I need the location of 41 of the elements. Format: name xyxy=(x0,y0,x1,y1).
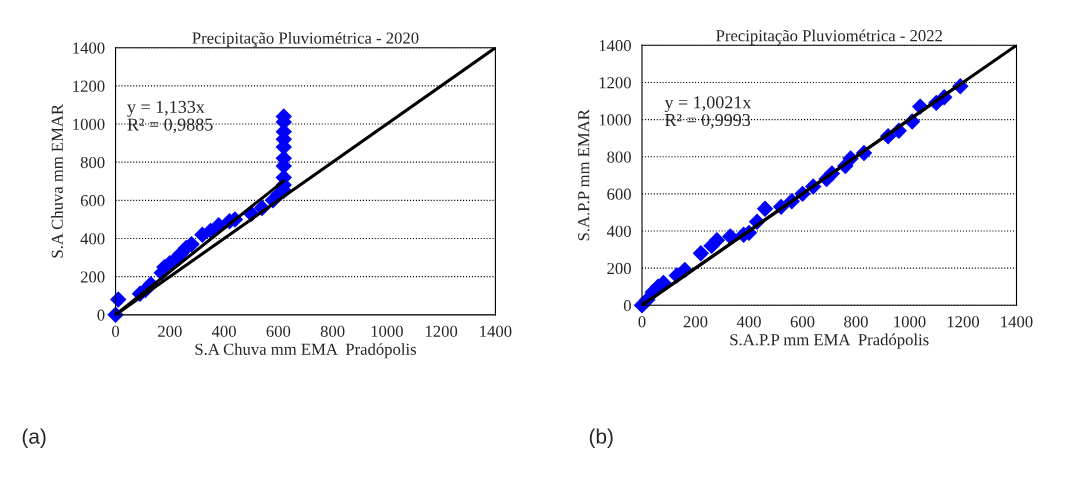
y-tick-label: 1200 xyxy=(73,80,105,92)
y-tick-label: 200 xyxy=(607,262,631,275)
annotation: y = 1,133x R² = 0,9885 xyxy=(127,100,213,134)
y-tick-label: 0 xyxy=(623,299,631,312)
y-axis-title: S.A Chuva mm EMAR xyxy=(51,103,63,258)
x-tick-label: 400 xyxy=(736,316,761,328)
y-tick-label: 400 xyxy=(606,225,631,237)
x-tick-label: 600 xyxy=(790,316,815,328)
x-tick-label: 0 xyxy=(112,325,120,337)
x-tick-label: 1000 xyxy=(371,325,403,337)
y-axis-title: S.A.P.P mm EMAR xyxy=(578,109,590,241)
y-tick-label: 1000 xyxy=(599,114,631,126)
y-tick-label: 600 xyxy=(607,188,631,200)
x-tick-label: 1400 xyxy=(480,325,512,337)
chart-title: Precipitação Pluviométrica - 2020 xyxy=(192,31,419,48)
y-tick-label: 800 xyxy=(607,151,631,163)
y-tick-label: 600 xyxy=(80,195,105,207)
y-tick-label: 1400 xyxy=(73,42,105,54)
x-tick-label: 800 xyxy=(844,316,868,328)
x-tick-label: 200 xyxy=(683,316,708,328)
chart-title: Precipitação Pluviométrica - 2022 xyxy=(716,29,942,45)
x-tick-label: 400 xyxy=(211,325,236,337)
x-tick-label: 0 xyxy=(638,316,646,328)
text: (a) xyxy=(22,428,46,448)
y-tick-label: 200 xyxy=(80,271,105,283)
annotation: y = 1,0021x R² = 0,9993 xyxy=(664,96,752,129)
text: (b) xyxy=(589,428,613,448)
x-axis-title: S.A.P.P mm EMA Pradópolis xyxy=(730,333,929,349)
y-tick-label: 1200 xyxy=(599,77,631,89)
y-tick-label: 800 xyxy=(80,156,105,169)
x-axis-title: S.A Chuva mm EMA Pradópolis xyxy=(195,343,417,359)
x-tick-label: 600 xyxy=(266,325,291,337)
x-tick-label: 800 xyxy=(320,325,345,337)
x-tick-label: 1000 xyxy=(894,316,926,328)
x-tick-label: 1400 xyxy=(1001,316,1033,328)
y-tick-label: 1000 xyxy=(73,118,105,130)
x-tick-label: 1200 xyxy=(425,325,458,337)
x-tick-label: 1200 xyxy=(947,316,980,328)
x-tick-label: 200 xyxy=(158,325,182,337)
y-tick-label: 400 xyxy=(80,233,105,245)
y-tick-label: 1400 xyxy=(599,40,631,52)
